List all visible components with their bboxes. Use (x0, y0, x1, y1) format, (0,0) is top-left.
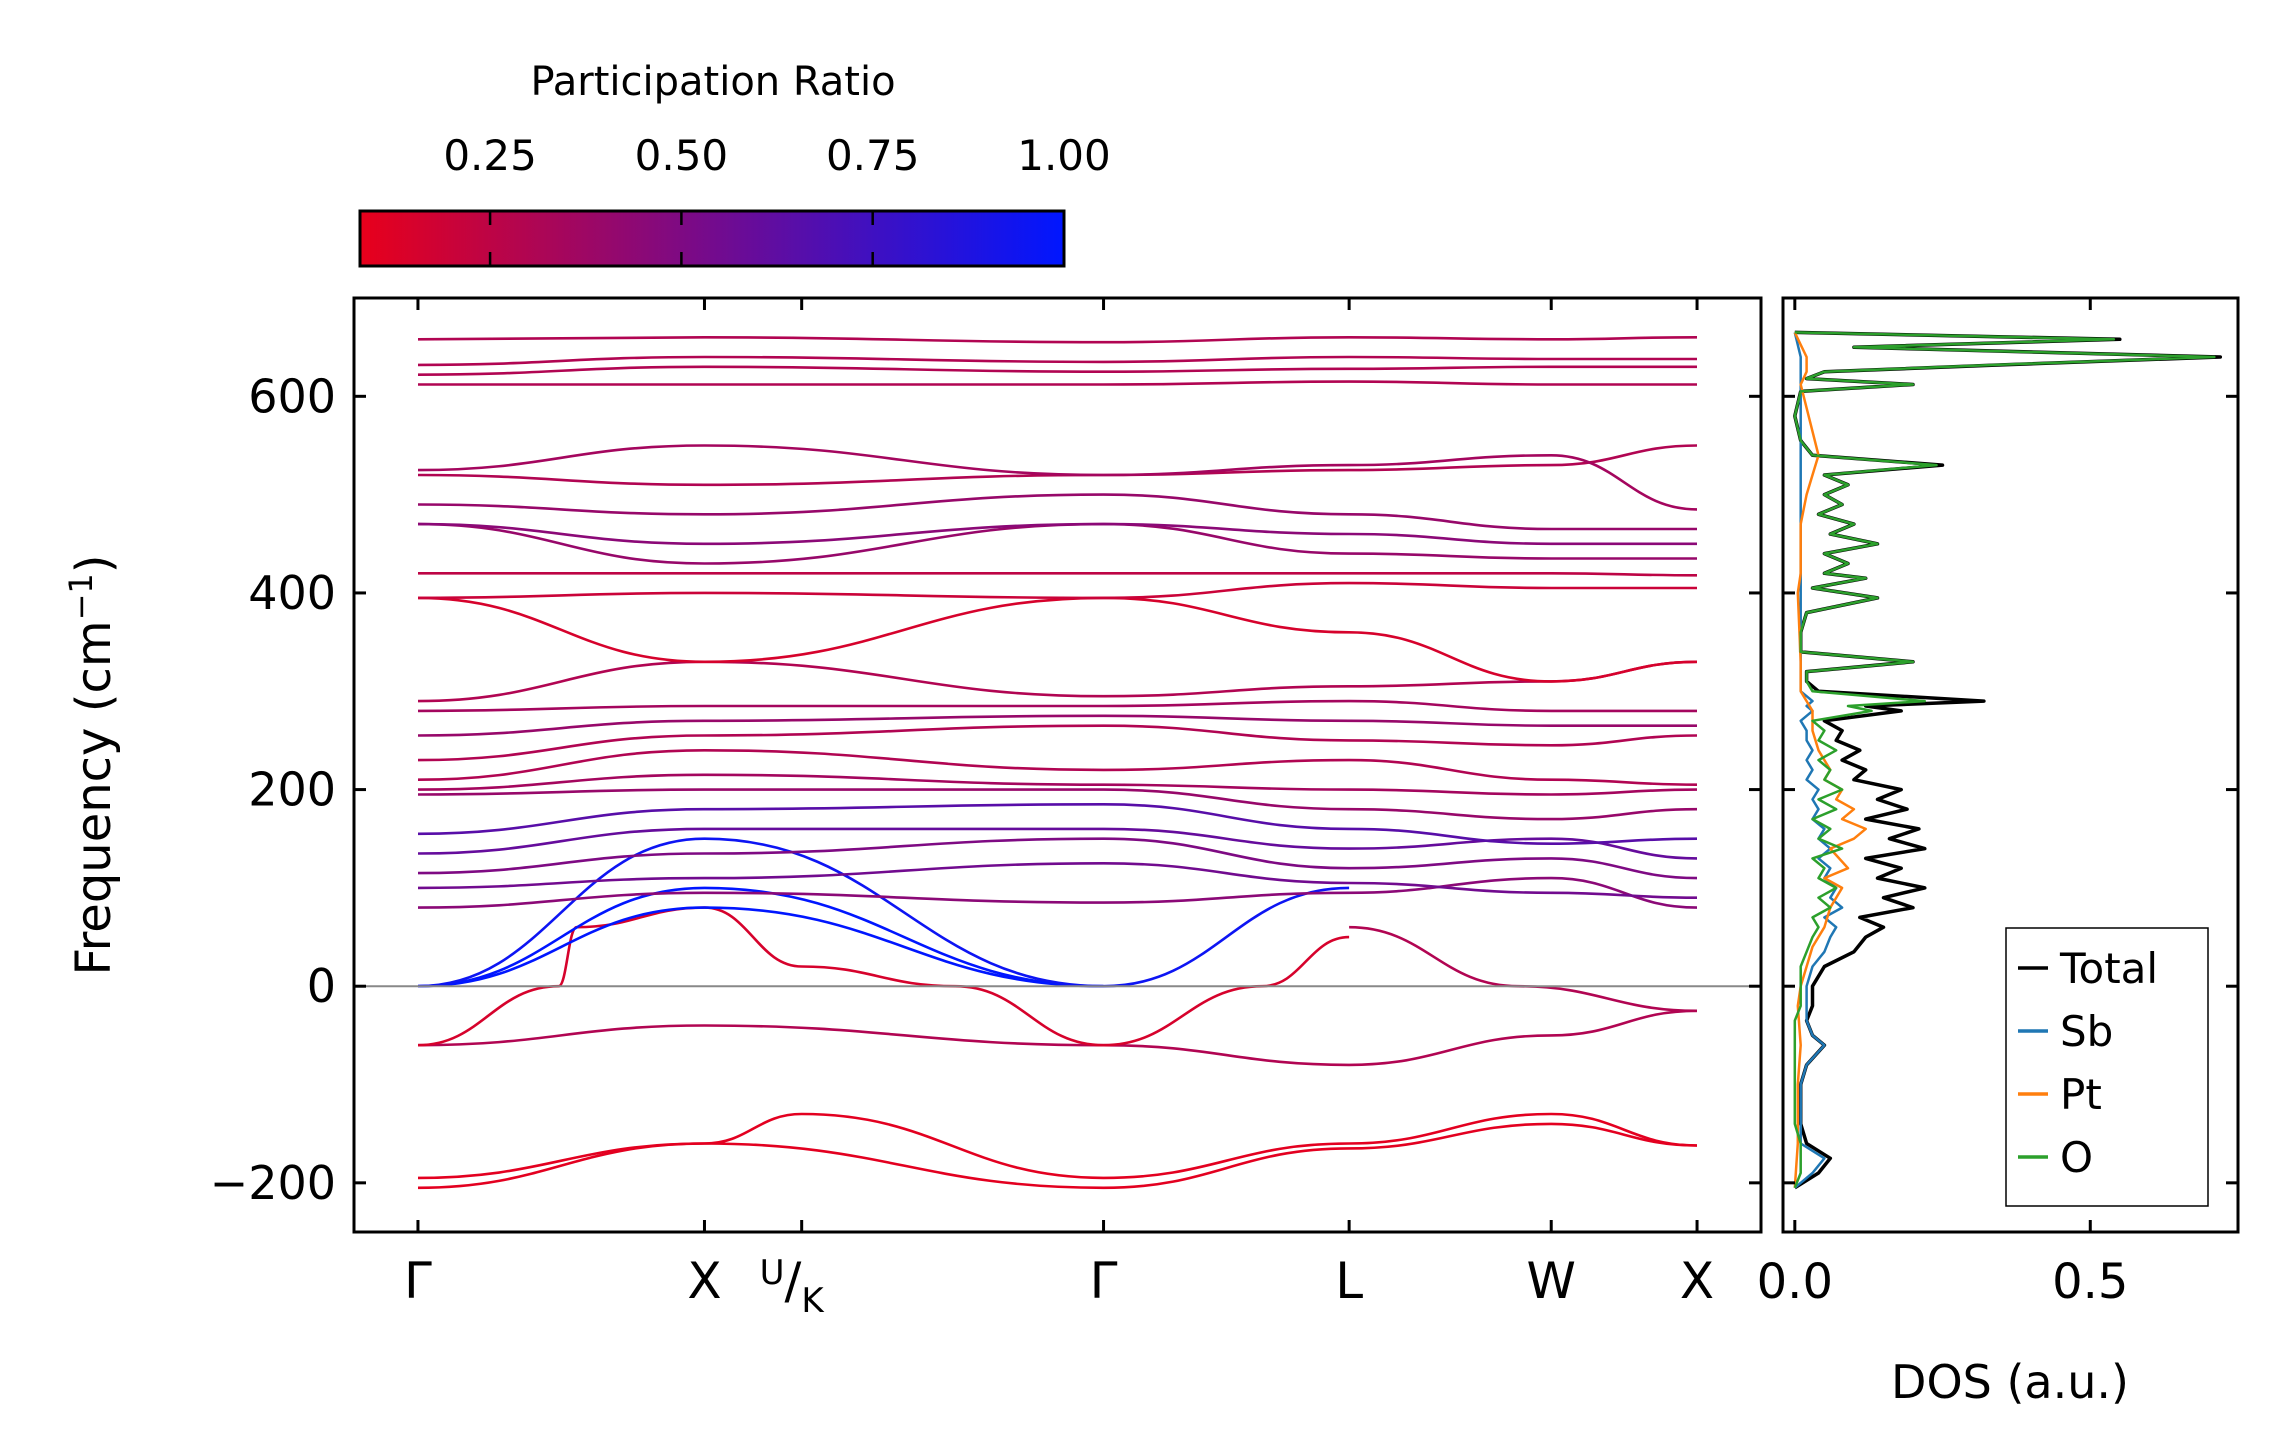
dos-panel: 0.0 0.5 DOS (a.u.) Total Sb Pt O (1757, 296, 2240, 1409)
phonon-band-21 (417, 581, 1697, 600)
x-tick-label: L (1335, 1252, 1363, 1310)
legend-label-o: O (2060, 1133, 2093, 1182)
phonon-band-28 (417, 380, 1697, 386)
band-axes-frame (352, 296, 1763, 1234)
phonon-band-25 (417, 493, 1697, 531)
phonon-band-10 (417, 837, 1698, 880)
colorbar-tick-label: 1.00 (1017, 131, 1111, 180)
band-structure-panel: −200 0 200 400 600 Γ X U/K Γ L W X Frequency (cm−1… (62, 296, 1763, 1321)
x-tick-label: X (1680, 1252, 1714, 1310)
phonon-band-14 (417, 773, 1698, 796)
colorbar-label: Participation Ratio (530, 59, 895, 105)
colorbar-tick-label: 0.75 (826, 131, 920, 180)
phonon-band-16 (417, 724, 1698, 762)
phonon-band-30 (417, 355, 1697, 367)
phonon-band-1 (417, 1112, 1698, 1180)
phonon-band-13 (417, 788, 1698, 821)
phonon-band-24 (417, 522, 1697, 546)
phonon-band-7 (1349, 925, 1698, 1013)
colorbar: Participation Ratio 0.25 0.50 0.75 1.00 (358, 59, 1111, 268)
dos-axes-frame (1781, 296, 2240, 1234)
x-tick-label: X (687, 1252, 721, 1310)
dos-layer (1793, 330, 2223, 1190)
y-tick-label: 400 (248, 566, 336, 620)
dos-x-tick-label: 0.0 (1757, 1254, 1833, 1310)
phonon-band-6 (417, 837, 1350, 988)
phonon-band-2 (417, 1009, 1698, 1067)
bands-layer (417, 335, 1698, 1190)
dos-x-tick-label: 0.5 (2052, 1254, 2128, 1310)
phonon-band-20 (417, 596, 1698, 683)
dos-x-label: DOS (a.u.) (1891, 1355, 2129, 1409)
y-tick-label: 0 (307, 959, 336, 1013)
phonon-band-12 (417, 802, 1698, 846)
legend-label-sb: Sb (2060, 1007, 2113, 1056)
phonon-band-3 (417, 906, 1350, 1047)
y-tick-label: 200 (248, 763, 336, 817)
phonon-band-29 (417, 365, 1697, 376)
phonon-band-18 (417, 699, 1697, 713)
phonon-band-8 (417, 876, 1698, 909)
x-tick-label: W (1527, 1252, 1576, 1310)
phonon-band-9 (417, 861, 1698, 899)
dos-series-o (1793, 331, 2216, 1189)
colorbar-gradient (358, 209, 1066, 268)
phonon-band-0 (417, 1122, 1698, 1190)
phonon-band-5 (417, 886, 1104, 988)
phonon-band-11 (417, 827, 1698, 860)
legend-frame (2005, 927, 2209, 1207)
y-axis-label: Frequency (cm−1) (62, 554, 122, 975)
colorbar-tick-label: 0.50 (635, 131, 729, 180)
x-tick-label: Γ (1090, 1252, 1118, 1310)
phonon-band-22 (418, 571, 1698, 577)
phonon-band-4 (417, 906, 1104, 988)
phonon-band-31 (417, 335, 1698, 344)
dos-legend: Total Sb Pt O (2005, 927, 2209, 1207)
y-tick-label: −200 (210, 1156, 336, 1210)
y-tick-label: 600 (248, 369, 336, 423)
x-tick-label: U/K (760, 1252, 826, 1321)
legend-label-pt: Pt (2060, 1070, 2102, 1119)
phonon-band-17 (417, 714, 1697, 737)
x-tick-label: Γ (404, 1252, 432, 1310)
phonon-band-27 (417, 444, 1698, 511)
phonon-band-15 (417, 748, 1698, 786)
phonon-band-23 (417, 522, 1697, 565)
legend-label-total: Total (2059, 944, 2158, 993)
phonon-band-19 (417, 660, 1698, 703)
colorbar-tick-label: 0.25 (443, 131, 537, 180)
